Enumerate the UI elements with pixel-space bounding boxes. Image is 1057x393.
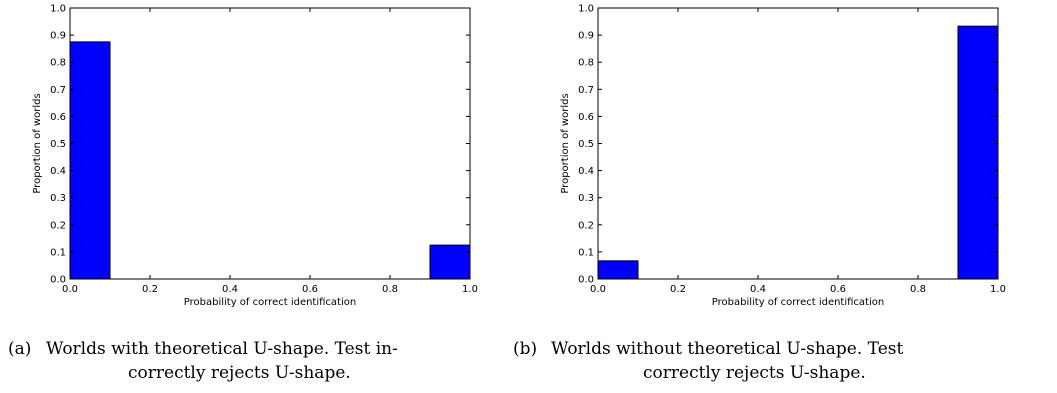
chart-b-xtick-label: 0.6: [830, 284, 846, 295]
chart-b-ytick-label: 0.1: [578, 247, 594, 258]
chart-a-xlabel: Probability of correct identification: [184, 297, 356, 308]
caption-b-marker: (b): [513, 339, 538, 359]
chart-a: 0.0 0.2 0.4 0.6 0.8 1.0 0.0 0.1 0.2 0.3 0.4 0.5 0.6 0…: [32, 4, 478, 309]
chart-a-ytick-label: 0.0: [50, 275, 66, 286]
chart-a-xtick-label: 0.8: [382, 284, 398, 295]
chart-b-bar-1: [957, 25, 999, 280]
chart-b-ytick-label: 0.9: [578, 31, 594, 42]
chart-b: 0.0 0.2 0.4 0.6 0.8 1.0 0.0 0.1 0.2 0.3 0.4 0.5 0.6 0…: [560, 4, 1006, 309]
chart-a-bar-1: [429, 244, 471, 280]
chart-a-plot-frame: [69, 7, 471, 280]
chart-a-xtick-label: 0.2: [142, 284, 158, 295]
caption-a-marker: (a): [8, 339, 32, 359]
chart-b-bar-0: [597, 260, 639, 280]
chart-b-xtick-label: 0.4: [750, 284, 766, 295]
chart-a-ytick-label: 0.7: [50, 85, 66, 96]
chart-a-bar-0: [69, 41, 111, 280]
chart-a-ytick-label: 0.6: [50, 112, 66, 123]
chart-b-ytick-label: 0.8: [578, 58, 594, 69]
chart-a-xtick-label: 0.6: [302, 284, 318, 295]
chart-b-ylabel: Proportion of worlds: [560, 93, 571, 193]
chart-a-xtick-label: 1.0: [462, 284, 478, 295]
chart-b-xtick-label: 1.0: [990, 284, 1006, 295]
chart-a-xtick-label: 0.4: [222, 284, 238, 295]
caption-a-line2: correctly rejects U-shape.: [128, 363, 351, 383]
chart-b-xtick-label: 0.8: [910, 284, 926, 295]
chart-b-ytick-label: 0.0: [578, 275, 594, 286]
chart-a-xtick-label: 0.0: [62, 284, 78, 295]
chart-b-xtick-label: 0.2: [670, 284, 686, 295]
chart-a-ytick-label: 0.3: [50, 193, 66, 204]
chart-b-ytick-label: 0.4: [578, 166, 594, 177]
chart-a-ytick-label: 0.4: [50, 166, 66, 177]
chart-b-ytick-label: 0.5: [578, 139, 594, 150]
chart-b-ytick-label: 1.0: [578, 4, 594, 15]
chart-b-ytick-label: 0.6: [578, 112, 594, 123]
chart-a-ytick-label: 0.8: [50, 58, 66, 69]
chart-b-xlabel: Probability of correct identification: [712, 297, 884, 308]
chart-a-ylabel: Proportion of worlds: [32, 93, 43, 193]
chart-a-ytick-label: 0.2: [50, 220, 66, 231]
chart-a-ytick-label: 0.1: [50, 247, 66, 258]
chart-b-xtick-label: 0.0: [590, 284, 606, 295]
chart-a-ytick-label: 1.0: [50, 4, 66, 15]
caption-b-line2: correctly rejects U-shape.: [643, 363, 866, 383]
chart-a-ytick-label: 0.5: [50, 139, 66, 150]
chart-b-ytick-label: 0.2: [578, 220, 594, 231]
chart-a-ytick-label: 0.9: [50, 31, 66, 42]
chart-b-plot-frame: [597, 7, 999, 280]
caption-a-line1: Worlds with theoretical U-shape. Test in…: [46, 339, 398, 359]
caption-b-line1: Worlds without theoretical U-shape. Test: [551, 339, 904, 359]
chart-b-ytick-label: 0.7: [578, 85, 594, 96]
chart-b-ytick-label: 0.3: [578, 193, 594, 204]
